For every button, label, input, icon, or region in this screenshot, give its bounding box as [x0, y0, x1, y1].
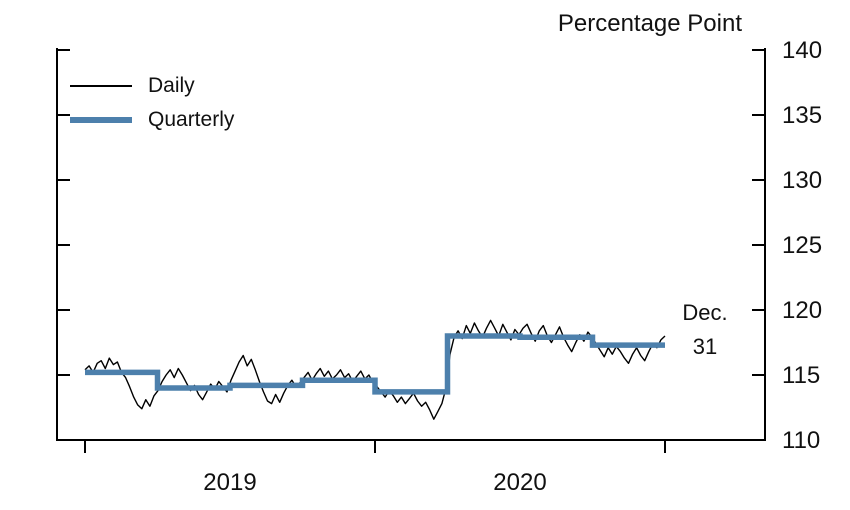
y-tick-label: 130 — [782, 167, 822, 194]
x-year-label: 2020 — [493, 469, 546, 496]
last-point-annotation: Dec. 31 — [662, 296, 748, 364]
y-tick-label: 125 — [782, 232, 822, 259]
y-tick-label: 140 — [782, 37, 822, 64]
legend-item-quarterly: Quarterly — [70, 108, 234, 132]
y-tick-label: 135 — [782, 102, 822, 129]
legend: Daily Quarterly — [70, 74, 234, 132]
y-tick-label: 120 — [782, 297, 822, 324]
annotation-line-2: 31 — [692, 334, 718, 359]
annotation-line-1: Dec. — [682, 300, 728, 325]
legend-label-quarterly: Quarterly — [148, 108, 235, 131]
y-tick-label: 115 — [782, 362, 820, 389]
x-year-label: 2019 — [203, 469, 256, 496]
quarterly-series-line — [85, 333, 665, 395]
daily-line-sample — [70, 85, 132, 87]
y-tick-label: 110 — [782, 427, 820, 454]
legend-label-daily: Daily — [148, 74, 195, 97]
chart-title: Percentage Point — [557, 10, 742, 37]
legend-item-daily: Daily — [70, 74, 234, 98]
quarterly-line-sample — [70, 117, 132, 123]
